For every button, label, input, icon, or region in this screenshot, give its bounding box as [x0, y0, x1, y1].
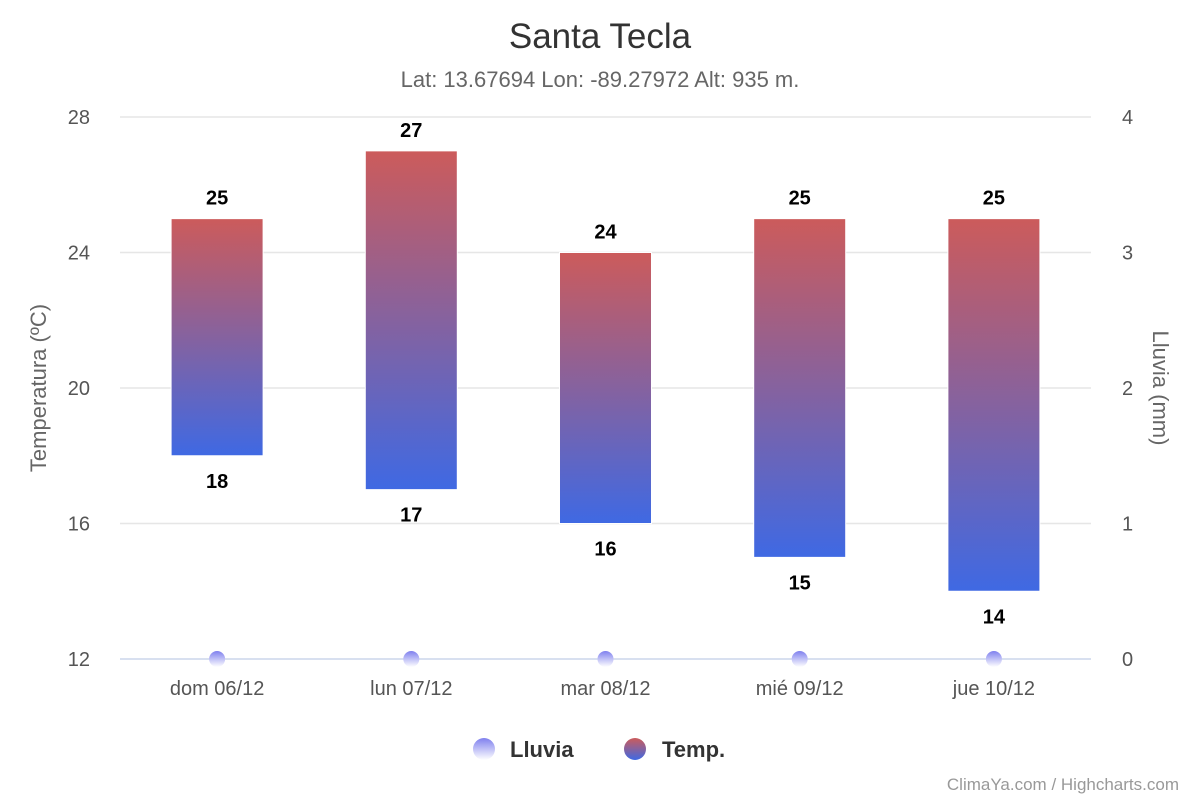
temp-high-label: 27 — [400, 120, 422, 142]
x-tick-label: jue 10/12 — [952, 678, 1035, 700]
legend-lluvia-marker — [473, 738, 495, 760]
temp-low-label: 15 — [789, 572, 811, 594]
left-tick-label: 20 — [68, 378, 90, 400]
x-tick-label: lun 07/12 — [370, 678, 452, 700]
right-tick-label: 4 — [1122, 107, 1133, 129]
temp-range-bar[interactable] — [559, 252, 652, 524]
temp-range-bar[interactable] — [947, 218, 1041, 592]
legend: Lluvia Temp. — [473, 737, 725, 762]
temp-low-label: 16 — [594, 539, 616, 561]
right-y-axis: 0 1 2 3 4 — [1122, 107, 1133, 671]
legend-temp-label: Temp. — [662, 737, 725, 762]
x-tick-label: mié 09/12 — [756, 678, 844, 700]
rain-marker[interactable] — [403, 651, 420, 667]
rain-marker[interactable] — [209, 651, 226, 667]
left-tick-label: 24 — [68, 243, 90, 265]
temp-high-label: 25 — [983, 188, 1005, 210]
left-tick-label: 16 — [68, 514, 90, 536]
legend-temp-marker — [624, 738, 646, 760]
right-tick-label: 2 — [1122, 378, 1133, 400]
left-y-axis: 12 16 20 24 28 — [68, 107, 90, 671]
rain-marker[interactable] — [597, 651, 614, 667]
temp-range-bar[interactable] — [170, 218, 264, 457]
left-tick-label: 28 — [68, 107, 90, 129]
x-axis: dom 06/12 lun 07/12 mar 08/12 mié 09/12 jue … — [170, 678, 1035, 700]
chart-title: Santa Tecla — [509, 17, 692, 56]
right-tick-label: 0 — [1122, 649, 1133, 671]
rain-marker[interactable] — [791, 651, 808, 667]
rain-marker[interactable] — [985, 651, 1002, 667]
right-tick-label: 3 — [1122, 243, 1133, 265]
left-axis-title: Temperatura (ºC) — [26, 304, 51, 472]
x-tick-label: mar 08/12 — [560, 678, 650, 700]
legend-lluvia-label: Lluvia — [510, 737, 574, 762]
right-tick-label: 1 — [1122, 514, 1133, 536]
credits[interactable]: ClimaYa.com / Highcharts.com — [947, 775, 1179, 794]
temp-high-label: 24 — [594, 222, 617, 244]
right-axis-title: Lluvia (mm) — [1148, 331, 1173, 446]
x-tick-label: dom 06/12 — [170, 678, 265, 700]
legend-item-temp[interactable]: Temp. — [624, 737, 725, 762]
left-tick-label: 12 — [68, 649, 90, 671]
temp-range-bar[interactable] — [364, 150, 458, 491]
temp-high-label: 25 — [206, 188, 228, 210]
temp-low-label: 17 — [400, 505, 422, 527]
legend-item-lluvia[interactable]: Lluvia — [473, 737, 574, 762]
temp-high-label: 25 — [789, 188, 811, 210]
data-labels: 25 18 27 17 24 16 25 15 25 14 — [206, 120, 1006, 628]
temp-range-bar[interactable] — [753, 218, 847, 558]
temp-low-label: 18 — [206, 471, 228, 493]
rain-series — [209, 651, 1002, 667]
chart-subtitle: Lat: 13.67694 Lon: -89.27972 Alt: 935 m. — [401, 67, 800, 92]
temperature-series — [170, 150, 1041, 592]
temp-low-label: 14 — [983, 606, 1006, 628]
